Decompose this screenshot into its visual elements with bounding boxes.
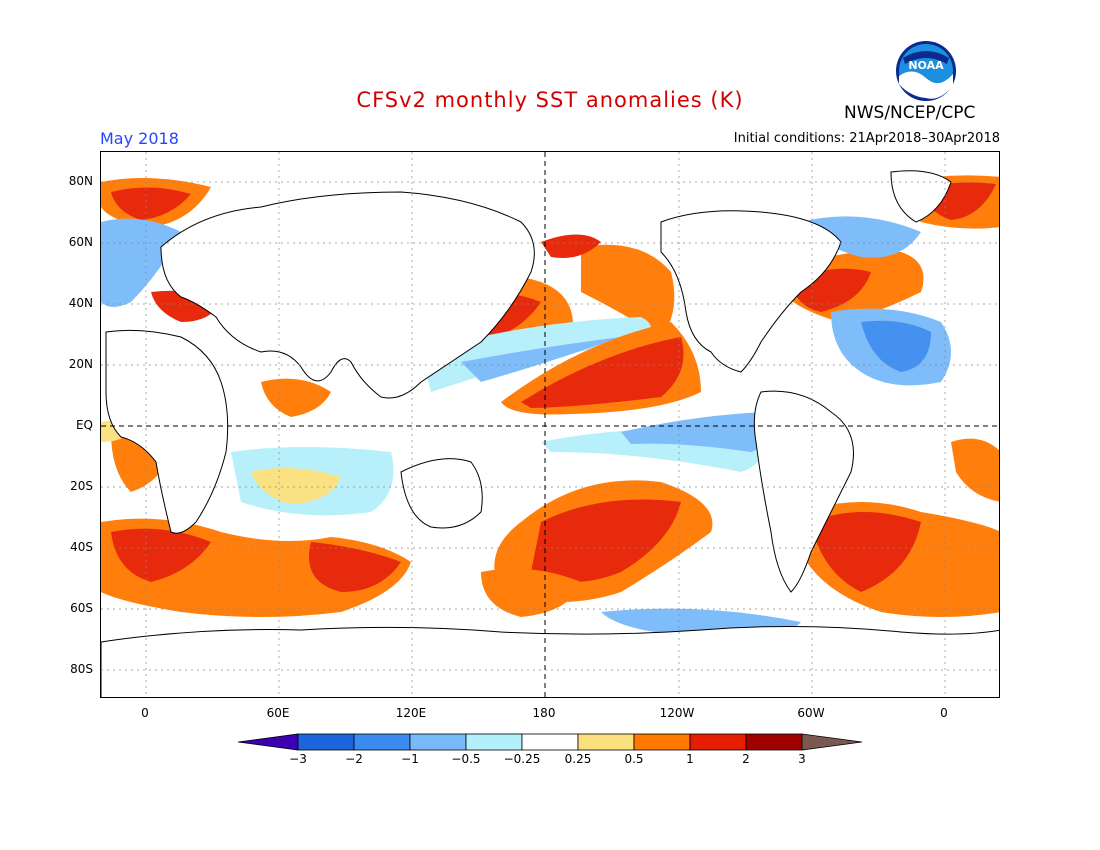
- lon-label-60e: 60E: [266, 706, 290, 720]
- color-bar-segment: [577, 733, 635, 751]
- lat-label-eq: EQ: [75, 418, 93, 432]
- color-bar-segment: [521, 733, 579, 751]
- lat-label-20s: 20S: [70, 479, 93, 493]
- color-bar-label: 0.25: [564, 752, 592, 766]
- continents: [101, 170, 999, 697]
- color-bar-label: −0.25: [503, 752, 541, 766]
- color-bar-segment: [297, 733, 355, 751]
- lon-label-0-right: 0: [940, 706, 948, 720]
- antarctica: [101, 625, 999, 697]
- africa: [105, 329, 229, 534]
- australia: [400, 458, 483, 529]
- color-bar-label: −3: [289, 752, 307, 766]
- north-america: [660, 210, 842, 373]
- lat-label-40n: 40N: [68, 296, 93, 310]
- lon-label-0-left: 0: [141, 706, 149, 720]
- lat-label-80s: 80S: [70, 662, 93, 676]
- lat-label-60n: 60N: [68, 235, 93, 249]
- color-bar-label: −0.5: [451, 752, 481, 766]
- color-bar-segment: [801, 733, 862, 751]
- color-bar-label: 3: [798, 752, 806, 766]
- anomaly-fields: [101, 175, 999, 637]
- color-bar-segment: [409, 733, 467, 751]
- greenland: [890, 170, 952, 223]
- color-bar: [238, 733, 862, 751]
- color-bar-label: −1: [401, 752, 419, 766]
- color-bar-segment: [745, 733, 803, 751]
- chart-title: CFSv2 monthly SST anomalies (K): [356, 88, 744, 112]
- lon-label-120w: 120W: [659, 706, 695, 720]
- color-bar-segment: [238, 733, 299, 751]
- color-bar-label: 0.5: [624, 752, 644, 766]
- initial-conditions: Initial conditions: 21Apr2018–30Apr2018: [733, 131, 1000, 146]
- color-bar-label: 2: [742, 752, 750, 766]
- color-bar-label: 1: [686, 752, 694, 766]
- map-canvas: [101, 152, 999, 697]
- south-america: [753, 390, 854, 593]
- lat-label-20n: 20N: [68, 357, 93, 371]
- grid-lines: [101, 152, 999, 697]
- color-bar-segment: [689, 733, 747, 751]
- eurasia: [160, 191, 535, 399]
- lon-label-60w: 60W: [797, 706, 825, 720]
- color-bar-segment: [465, 733, 523, 751]
- agency-label: NWS/NCEP/CPC: [844, 103, 976, 123]
- color-bar-segment: [353, 733, 411, 751]
- forecast-month: May 2018: [100, 129, 179, 148]
- sst-anomaly-map: [100, 151, 1000, 698]
- lat-label-80n: 80N: [68, 174, 93, 188]
- lat-label-60s: 60S: [70, 601, 93, 615]
- lon-label-120e: 120E: [395, 706, 427, 720]
- noaa-logo: NOAA: [896, 41, 956, 101]
- color-bar-segment: [633, 733, 691, 751]
- lon-label-180: 180: [532, 706, 556, 720]
- equator-dateline: [101, 152, 999, 697]
- lat-label-40s: 40S: [70, 540, 93, 554]
- noaa-logo-text: NOAA: [908, 59, 944, 72]
- color-bar-label: −2: [345, 752, 363, 766]
